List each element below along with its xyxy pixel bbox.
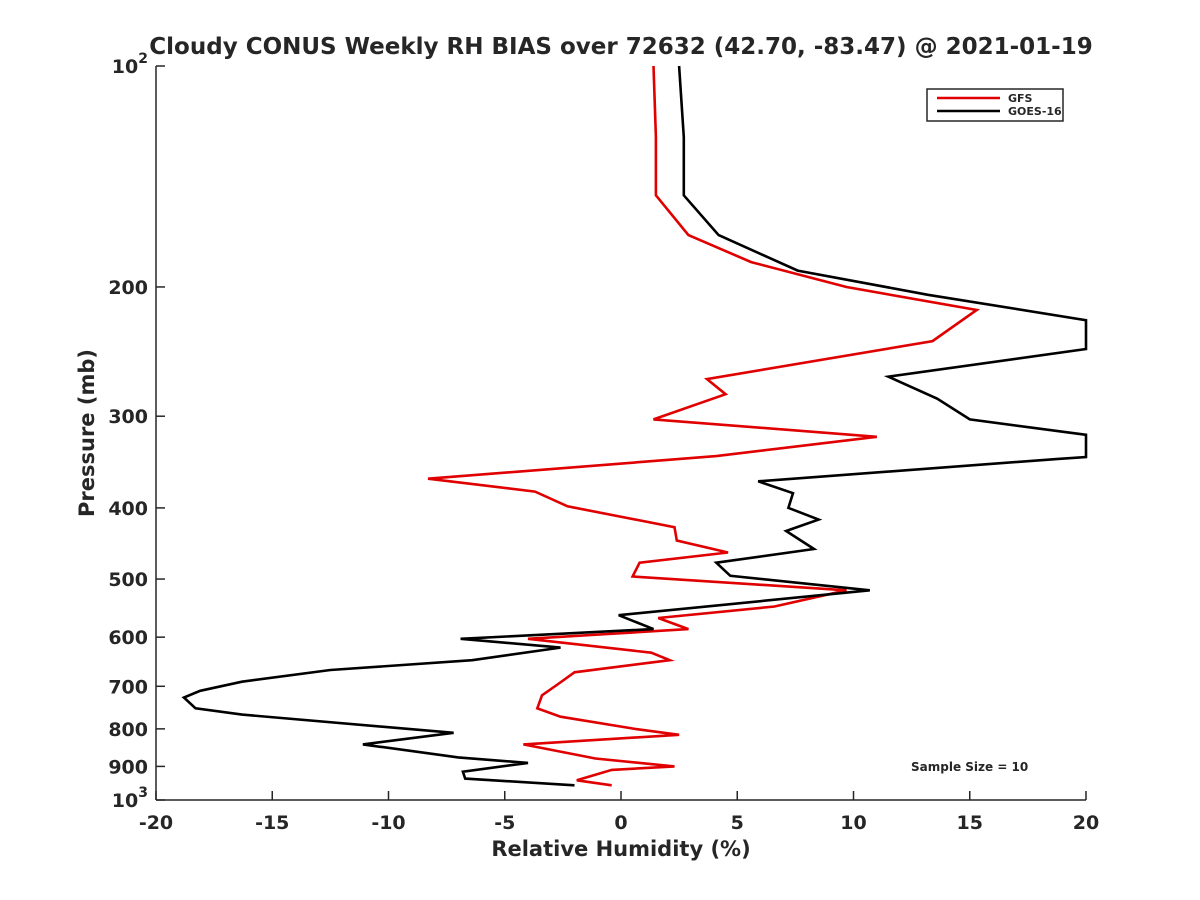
y-tick-label: 500 <box>108 569 148 591</box>
x-tick-label: 15 <box>957 812 983 834</box>
series-line-gfs <box>427 65 981 787</box>
x-tick-label: 20 <box>1073 812 1099 834</box>
x-ticks: -20 -15 -10 -5 0 5 10 15 20 <box>139 791 1099 834</box>
sample-size-annotation: Sample Size = 10 <box>911 760 1028 774</box>
y-tick-label: 900 <box>108 756 148 778</box>
plot-background <box>156 66 1086 800</box>
x-tick-label: -15 <box>255 812 289 834</box>
y-tick-label: 400 <box>108 498 148 520</box>
y-tick-label: 600 <box>108 627 148 649</box>
series-layer <box>181 65 1088 787</box>
chart-title: Cloudy CONUS Weekly RH BIAS over 72632 (… <box>149 34 1092 60</box>
legend-label-gfs: GFS <box>1008 92 1033 105</box>
plot-area <box>155 65 1088 801</box>
series-line-goes-16 <box>181 65 1088 787</box>
y-axis-label: Pressure (mb) <box>75 349 99 517</box>
y-ticks: 102 200 300 400 500 600 700 800 900 103 <box>108 51 165 812</box>
y-tick-label: 200 <box>108 277 148 299</box>
y-tick-label: 800 <box>108 719 148 741</box>
y-tick-label: 700 <box>108 676 148 698</box>
y-tick-label: 103 <box>112 785 148 812</box>
x-tick-label: 10 <box>840 812 866 834</box>
y-tick-label: 102 <box>112 51 148 78</box>
legend-box <box>926 88 1064 122</box>
legend: GFS GOES-16 <box>926 88 1064 122</box>
x-tick-label: 0 <box>614 812 627 834</box>
x-tick-label: -5 <box>494 812 515 834</box>
x-axis-label: Relative Humidity (%) <box>491 837 750 861</box>
x-tick-label: -10 <box>371 812 405 834</box>
y-tick-label: 300 <box>108 406 148 428</box>
legend-label-goes-16: GOES-16 <box>1008 105 1062 118</box>
x-tick-label: -20 <box>139 812 173 834</box>
x-tick-label: 5 <box>731 812 744 834</box>
